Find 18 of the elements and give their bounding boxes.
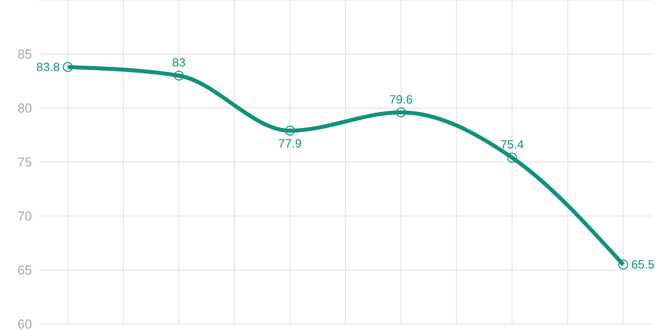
data-label: 83.8: [36, 60, 60, 74]
y-tick-label: 80: [18, 100, 32, 116]
point: [174, 70, 184, 81]
data-label: 77.9: [278, 136, 302, 151]
y-tick-label: 85: [18, 46, 32, 62]
data-label: 83: [172, 56, 186, 70]
point: [618, 260, 628, 270]
y-tick-label: 65: [18, 262, 32, 278]
point: [284, 126, 295, 136]
point: [507, 152, 518, 163]
point: [396, 107, 406, 118]
data-label: 79.6: [389, 92, 414, 106]
y-tick-label: 70: [18, 208, 32, 224]
y-tick-label: 75: [18, 154, 32, 170]
data-label: 65.5: [631, 258, 655, 272]
point: [62, 62, 73, 72]
data-label: 75.4: [500, 138, 524, 152]
y-tick-label: 60: [18, 316, 32, 330]
